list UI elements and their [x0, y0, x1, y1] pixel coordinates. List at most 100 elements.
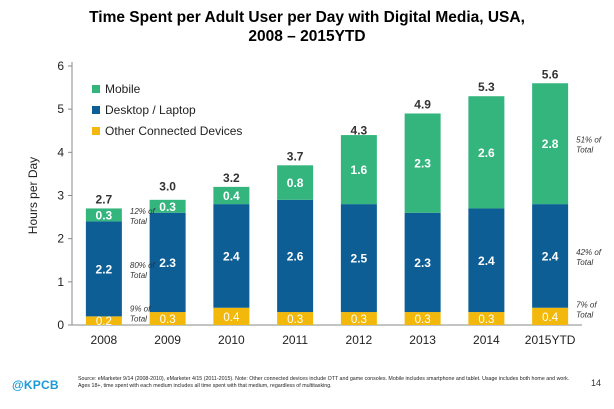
data-label-mobile-2009: 0.3 — [159, 200, 176, 214]
chart-title-line-2: 2008 – 2015YTD — [248, 28, 366, 45]
legend-label-other: Other Connected Devices — [105, 124, 242, 138]
bar-other-2011 — [277, 312, 314, 325]
data-label-desktop-2009: 2.3 — [159, 256, 176, 270]
x-tick-label-2013: 2013 — [409, 333, 436, 347]
total-label-2010: 3.2 — [223, 171, 240, 185]
total-label-2013: 4.9 — [414, 97, 431, 111]
total-label-2014: 5.3 — [478, 80, 495, 94]
x-tick-label-2010: 2010 — [218, 333, 245, 347]
annotation-mobile-2008-line2: Total — [130, 217, 147, 226]
data-label-mobile-2008: 0.3 — [96, 208, 113, 222]
annotation-other-2015YTD-line2: Total — [576, 310, 593, 319]
data-label-desktop-2014: 2.4 — [478, 254, 495, 268]
brand-name: KPCB — [23, 378, 59, 392]
page-number: 14 — [591, 378, 602, 388]
x-tick-label-2015YTD: 2015YTD — [525, 333, 576, 347]
annotation-other-2008-line2: Total — [130, 315, 147, 324]
bar-mobile-2009 — [149, 199, 186, 213]
bar-other-2009 — [149, 312, 186, 325]
data-label-other-2008: 0.2 — [96, 316, 112, 328]
data-label-desktop-2013: 2.3 — [414, 256, 431, 270]
total-label-2011: 3.7 — [287, 149, 304, 163]
annotation-mobile-2015YTD-line2: Total — [576, 146, 593, 155]
bar-mobile-2012 — [340, 135, 377, 205]
chart-title: Time Spent per Adult User per Day with D… — [0, 8, 614, 46]
bar-desktop-2012 — [340, 204, 377, 313]
bar-desktop-2011 — [277, 199, 314, 313]
bar-desktop-2014 — [468, 208, 505, 313]
y-tick-label: 4 — [57, 145, 64, 159]
legend-swatch-mobile — [92, 85, 100, 93]
data-label-desktop-2011: 2.6 — [287, 249, 304, 263]
legend-swatch-desktop — [92, 106, 100, 114]
data-label-mobile-2013: 2.3 — [414, 157, 431, 171]
data-label-desktop-2015YTD: 2.4 — [542, 249, 559, 263]
bar-other-2015YTD — [532, 307, 569, 325]
total-label-2015YTD: 5.6 — [542, 67, 559, 81]
bar-mobile-2011 — [277, 165, 314, 200]
bar-mobile-2015YTD — [532, 83, 569, 205]
bar-mobile-2010 — [213, 186, 250, 205]
data-label-other-2009: 0.3 — [160, 314, 176, 326]
data-label-mobile-2011: 0.8 — [287, 176, 304, 190]
total-label-2012: 4.3 — [351, 123, 368, 137]
data-label-desktop-2012: 2.5 — [351, 252, 368, 266]
annotation-other-2015YTD-line1: 7% of — [576, 300, 597, 309]
annotation-desktop-2008-line2: Total — [130, 271, 147, 280]
source-note: Source: eMarketer 9/14 (2008-2010), eMar… — [78, 376, 570, 389]
legend-label-mobile: Mobile — [105, 82, 141, 96]
data-label-other-2010: 0.4 — [223, 312, 240, 324]
brand-at: @ — [12, 378, 24, 392]
data-label-desktop-2010: 2.4 — [223, 249, 240, 263]
y-tick-label: 3 — [57, 189, 64, 203]
annotation-other-2008-line1: 9% of — [130, 305, 151, 314]
annotation-mobile-2008-line1: 12% of — [130, 207, 156, 216]
data-label-mobile-2012: 1.6 — [351, 163, 368, 177]
annotation-mobile-2015YTD-line1: 51% of — [576, 136, 602, 145]
legend-swatch-other — [92, 127, 100, 135]
bar-desktop-2008 — [85, 221, 122, 317]
y-axis-title: Hours per Day — [26, 157, 40, 234]
data-label-mobile-2015YTD: 2.8 — [542, 137, 559, 151]
y-tick-label: 6 — [57, 59, 64, 73]
x-tick-label-2012: 2012 — [346, 333, 373, 347]
x-tick-label-2014: 2014 — [473, 333, 500, 347]
x-tick-label-2011: 2011 — [282, 333, 308, 347]
bar-mobile-2014 — [468, 96, 505, 209]
bar-mobile-2013 — [404, 113, 441, 213]
bar-desktop-2009 — [149, 212, 186, 313]
data-label-other-2014: 0.3 — [478, 314, 494, 326]
y-tick-label: 1 — [57, 275, 64, 289]
annotation-desktop-2008-line1: 80% of — [130, 261, 156, 270]
x-tick-label-2008: 2008 — [91, 333, 118, 347]
bar-desktop-2010 — [213, 204, 250, 308]
footer: @KPCB Source: eMarketer 9/14 (2008-2010)… — [0, 368, 614, 409]
y-tick-label: 5 — [57, 102, 64, 116]
bar-other-2012 — [340, 312, 377, 325]
bar-other-2008 — [85, 316, 122, 325]
bar-other-2014 — [468, 312, 505, 325]
annotation-desktop-2015YTD-line2: Total — [576, 258, 593, 267]
data-label-other-2011: 0.3 — [287, 314, 303, 326]
bar-desktop-2015YTD — [532, 204, 569, 308]
total-label-2008: 2.7 — [96, 192, 113, 206]
brand-logo: @KPCB — [12, 378, 59, 392]
stacked-bar-chart: 0 1 2 3 4 5 6 Hours per Day 0.2 2.2 0.3 2.7 2008 0.3 2… — [26, 59, 602, 347]
legend-label-desktop: Desktop / Laptop — [105, 103, 196, 117]
chart-title-line-1: Time Spent per Adult User per Day with D… — [89, 9, 525, 26]
bar-other-2010 — [213, 307, 250, 325]
bar-mobile-2008 — [85, 208, 122, 222]
total-label-2009: 3.0 — [159, 180, 176, 194]
data-label-other-2013: 0.3 — [415, 314, 431, 326]
data-label-other-2015YTD: 0.4 — [542, 312, 559, 324]
data-label-mobile-2010: 0.4 — [223, 189, 240, 203]
x-tick-label-2009: 2009 — [154, 333, 181, 347]
bar-other-2013 — [404, 312, 441, 325]
bar-desktop-2013 — [404, 212, 441, 313]
data-label-other-2012: 0.3 — [351, 314, 367, 326]
annotation-desktop-2015YTD-line1: 42% of — [576, 248, 602, 257]
data-label-mobile-2014: 2.6 — [478, 146, 495, 160]
data-label-desktop-2008: 2.2 — [96, 262, 113, 276]
y-tick-label: 2 — [57, 232, 64, 246]
y-tick-label: 0 — [57, 318, 64, 332]
